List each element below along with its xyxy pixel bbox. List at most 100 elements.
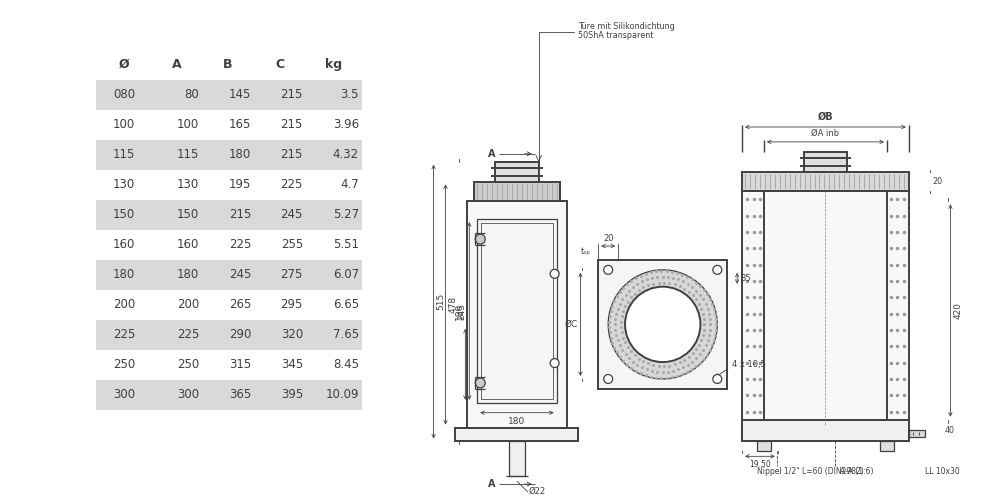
Circle shape (475, 378, 485, 388)
Text: 215: 215 (229, 208, 251, 222)
Text: 6.65: 6.65 (333, 298, 359, 312)
Text: kg: kg (325, 58, 343, 70)
Circle shape (550, 270, 559, 278)
Bar (467, 202, 567, 428)
Bar (96, 320, 362, 350)
Bar (742, 192, 909, 420)
Bar (96, 260, 362, 290)
Text: 20: 20 (933, 177, 943, 186)
Bar (509, 442, 525, 476)
Text: C: C (276, 58, 285, 70)
Text: Nippel 1/2" L=60 (DIN2982): Nippel 1/2" L=60 (DIN2982) (757, 466, 864, 475)
Circle shape (625, 286, 700, 362)
Text: B: B (223, 58, 233, 70)
Bar (880, 442, 894, 452)
Text: 130: 130 (113, 178, 135, 192)
Bar (757, 442, 771, 452)
Text: 275: 275 (281, 268, 303, 281)
Text: 080: 080 (113, 88, 135, 102)
Text: 295: 295 (281, 298, 303, 312)
Text: 160: 160 (177, 238, 199, 252)
Text: 345: 345 (281, 358, 303, 372)
Text: 215: 215 (281, 118, 303, 132)
Text: 130: 130 (177, 178, 199, 192)
Text: A: A (172, 58, 182, 70)
Text: 515: 515 (437, 293, 446, 310)
Text: 80: 80 (184, 88, 199, 102)
Circle shape (608, 270, 717, 379)
Text: 6.07: 6.07 (333, 268, 359, 281)
Text: 225: 225 (229, 238, 251, 252)
Text: tₛₚ: tₛₚ (580, 248, 590, 256)
Text: 145: 145 (229, 88, 251, 102)
Circle shape (604, 374, 613, 384)
Bar (477, 219, 557, 403)
Text: 420: 420 (953, 302, 962, 319)
Text: 365: 365 (229, 388, 251, 402)
Circle shape (550, 358, 559, 368)
Text: ØC: ØC (564, 320, 577, 329)
Bar (742, 172, 909, 192)
Bar (598, 260, 727, 389)
Text: 200: 200 (113, 298, 135, 312)
Text: 3.96: 3.96 (333, 118, 359, 132)
Text: 180: 180 (229, 148, 251, 162)
Bar (742, 420, 909, 442)
Text: 10.09: 10.09 (325, 388, 359, 402)
Text: 245: 245 (457, 302, 466, 320)
Bar (96, 80, 362, 110)
Bar (481, 223, 553, 399)
Bar (96, 380, 362, 410)
Text: 215: 215 (281, 88, 303, 102)
Text: 115: 115 (177, 148, 199, 162)
Text: Ø: Ø (119, 58, 129, 70)
Text: 5.27: 5.27 (333, 208, 359, 222)
Text: 290: 290 (229, 328, 251, 342)
Text: 250: 250 (113, 358, 135, 372)
Text: ØB: ØB (818, 112, 833, 122)
Text: 180: 180 (113, 268, 135, 281)
Text: A: A (488, 479, 495, 489)
Text: 245: 245 (281, 208, 303, 222)
Text: 150: 150 (113, 208, 135, 222)
Text: 3.5: 3.5 (340, 88, 359, 102)
Text: 225: 225 (281, 178, 303, 192)
Bar (96, 200, 362, 230)
Text: 180: 180 (177, 268, 199, 281)
Text: 50ShA transparent: 50ShA transparent (578, 31, 654, 40)
Circle shape (475, 234, 485, 244)
Bar (804, 152, 847, 172)
Text: 195: 195 (229, 178, 251, 192)
Text: 300: 300 (113, 388, 135, 402)
Text: 165: 165 (229, 118, 251, 132)
Bar (455, 428, 578, 442)
Text: 265: 265 (229, 298, 251, 312)
Text: 150: 150 (177, 208, 199, 222)
Text: 215: 215 (281, 148, 303, 162)
Text: Ø22: Ø22 (529, 487, 546, 496)
Text: 115: 115 (113, 148, 135, 162)
Text: 100: 100 (113, 118, 135, 132)
Text: 300: 300 (177, 388, 199, 402)
Text: 245: 245 (229, 268, 251, 281)
Text: A: A (488, 149, 495, 159)
Bar (888, 194, 908, 418)
Text: 320: 320 (281, 328, 303, 342)
Text: 40: 40 (944, 426, 954, 435)
Bar (909, 430, 925, 438)
Text: 200: 200 (177, 298, 199, 312)
Text: 478: 478 (448, 296, 457, 313)
Text: ØA inb: ØA inb (811, 129, 839, 138)
Text: 315: 315 (229, 358, 251, 372)
Text: 255: 255 (281, 238, 303, 252)
Text: 160: 160 (113, 238, 135, 252)
Text: 100: 100 (177, 118, 199, 132)
Text: 225: 225 (177, 328, 199, 342)
Text: 4.32: 4.32 (333, 148, 359, 162)
Text: 5.51: 5.51 (333, 238, 359, 252)
Text: 7.65: 7.65 (333, 328, 359, 342)
Text: 225: 225 (113, 328, 135, 342)
Circle shape (713, 374, 722, 384)
Circle shape (713, 266, 722, 274)
Text: 19.50: 19.50 (749, 460, 771, 469)
